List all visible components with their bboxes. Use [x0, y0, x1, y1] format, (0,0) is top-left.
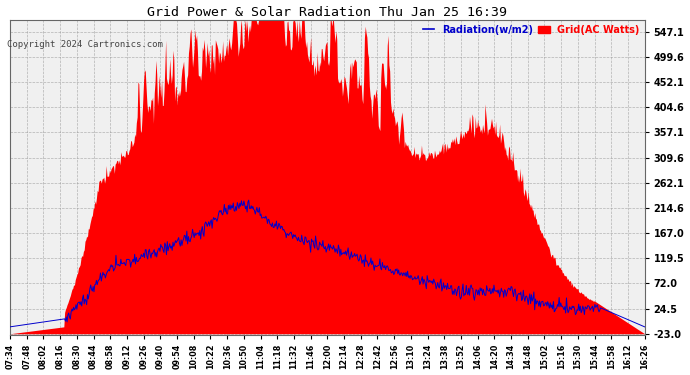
- Text: Copyright 2024 Cartronics.com: Copyright 2024 Cartronics.com: [7, 40, 163, 49]
- Legend: Radiation(w/m2), Grid(AC Watts): Radiation(w/m2), Grid(AC Watts): [423, 25, 640, 34]
- Title: Grid Power & Solar Radiation Thu Jan 25 16:39: Grid Power & Solar Radiation Thu Jan 25 …: [148, 6, 507, 18]
